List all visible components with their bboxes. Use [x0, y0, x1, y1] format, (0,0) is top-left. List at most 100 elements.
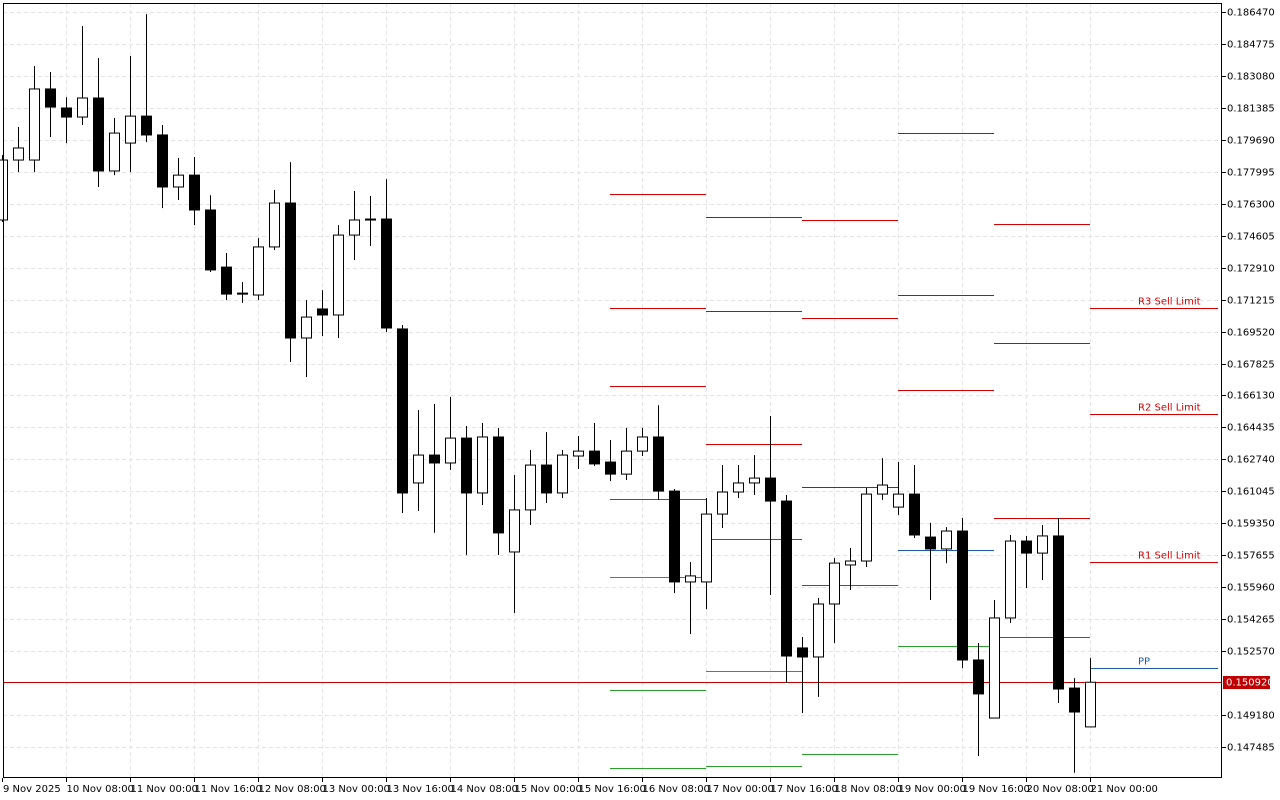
candle-body	[525, 464, 536, 511]
candle-body	[701, 513, 712, 583]
x-tick-label: 18 Nov 08:00	[835, 784, 902, 795]
candle-body	[765, 477, 776, 502]
y-tick-label: 0.171215	[1227, 296, 1275, 307]
candle-body	[941, 530, 952, 550]
x-tick-label: 10 Nov 08:00	[67, 784, 134, 795]
candle-body	[605, 461, 616, 475]
x-tick-label: 17 Nov 00:00	[707, 784, 774, 795]
candle-body	[461, 437, 472, 494]
candle-body	[93, 97, 104, 172]
candle-body	[221, 266, 232, 295]
candle-body	[973, 659, 984, 695]
y-tick-label: 0.154265	[1227, 615, 1275, 626]
candle-body	[45, 88, 56, 108]
resistance-line-label: R2 Sell Limit	[1138, 403, 1201, 414]
candle-body	[541, 464, 552, 494]
candle-body	[141, 115, 152, 136]
y-tick-label: 0.179690	[1227, 136, 1275, 147]
y-tick-label: 0.167825	[1227, 360, 1275, 371]
candle-body	[557, 454, 568, 494]
candle-body	[621, 450, 632, 475]
candle-body	[1069, 687, 1080, 713]
y-tick-label: 0.174605	[1227, 232, 1275, 243]
resistance-line-label: R3 Sell Limit	[1138, 297, 1201, 308]
candle-body	[237, 292, 248, 295]
x-tick-label: 20 Nov 08:00	[1027, 784, 1094, 795]
x-tick-label: 13 Nov 00:00	[323, 784, 390, 795]
candle-body	[1085, 681, 1096, 728]
x-tick-label: 15 Nov 16:00	[579, 784, 646, 795]
candle-body	[573, 450, 584, 457]
candle-body	[477, 436, 488, 494]
candle-body	[589, 450, 600, 465]
candle-body	[413, 454, 424, 484]
y-tick-label: 0.183080	[1227, 72, 1275, 83]
candle-body	[845, 560, 856, 566]
candle-body	[77, 97, 88, 118]
candle-body	[205, 209, 216, 271]
y-tick-label: 0.161045	[1227, 487, 1275, 498]
candle-body	[1053, 535, 1064, 690]
candle-body	[109, 132, 120, 172]
candle-body	[125, 115, 136, 144]
y-tick-label: 0.162740	[1227, 455, 1275, 466]
candle-body	[829, 562, 840, 605]
x-tick-label: 11 Nov 00:00	[131, 784, 198, 795]
candle-body	[157, 134, 168, 188]
pivot-line-label: PP	[1138, 657, 1150, 668]
candle-body	[381, 218, 392, 329]
candle-body	[317, 308, 328, 316]
x-tick-label: 13 Nov 16:00	[387, 784, 454, 795]
candle-body	[797, 647, 808, 658]
candle-body	[429, 454, 440, 464]
resistance-line-label: R1 Sell Limit	[1138, 551, 1201, 562]
candle-body	[173, 174, 184, 188]
candle-body	[957, 530, 968, 661]
candle-body	[285, 202, 296, 339]
candle-body	[397, 328, 408, 494]
candle-body	[861, 493, 872, 562]
y-tick-label: 0.181385	[1227, 104, 1275, 115]
candle-body	[61, 107, 72, 118]
candle-body	[637, 436, 648, 452]
candle-body	[813, 603, 824, 658]
candle-body	[493, 436, 504, 534]
y-tick-label: 0.176300	[1227, 200, 1275, 211]
current-price-box	[1223, 676, 1270, 689]
x-tick-label: 11 Nov 16:00	[195, 784, 262, 795]
candle-body	[717, 491, 728, 515]
x-tick-label: 17 Nov 16:00	[771, 784, 838, 795]
y-tick-label: 0.159350	[1227, 519, 1275, 530]
y-tick-label: 0.166130	[1227, 391, 1275, 402]
candle-body	[1005, 540, 1016, 619]
candle-body	[877, 484, 888, 495]
candle-body	[653, 436, 664, 492]
current-price-label: 0.150920	[1226, 678, 1274, 689]
x-tick-label: 19 Nov 16:00	[963, 784, 1030, 795]
candle-body	[365, 218, 376, 221]
candle-body	[269, 202, 280, 248]
candle-body	[1037, 535, 1048, 554]
candle-body	[509, 509, 520, 553]
y-tick-label: 0.172910	[1227, 264, 1275, 275]
x-tick-label: 15 Nov 00:00	[515, 784, 582, 795]
y-tick-label: 0.149180	[1227, 711, 1275, 722]
candle-body	[733, 482, 744, 493]
y-tick-label: 0.184775	[1227, 40, 1275, 51]
y-tick-label: 0.177995	[1227, 168, 1275, 179]
y-tick-label: 0.152570	[1227, 647, 1275, 658]
x-tick-label: 19 Nov 00:00	[899, 784, 966, 795]
x-tick-label: 12 Nov 08:00	[259, 784, 326, 795]
candle-body	[333, 234, 344, 316]
candle-body	[909, 493, 920, 536]
x-tick-label: 21 Nov 00:00	[1091, 784, 1158, 795]
y-tick-label: 0.164435	[1227, 423, 1275, 434]
candle-body	[669, 490, 680, 583]
candle-body	[1021, 540, 1032, 554]
candle-body	[445, 437, 456, 464]
candle-body	[349, 219, 360, 236]
candle-body	[925, 536, 936, 550]
